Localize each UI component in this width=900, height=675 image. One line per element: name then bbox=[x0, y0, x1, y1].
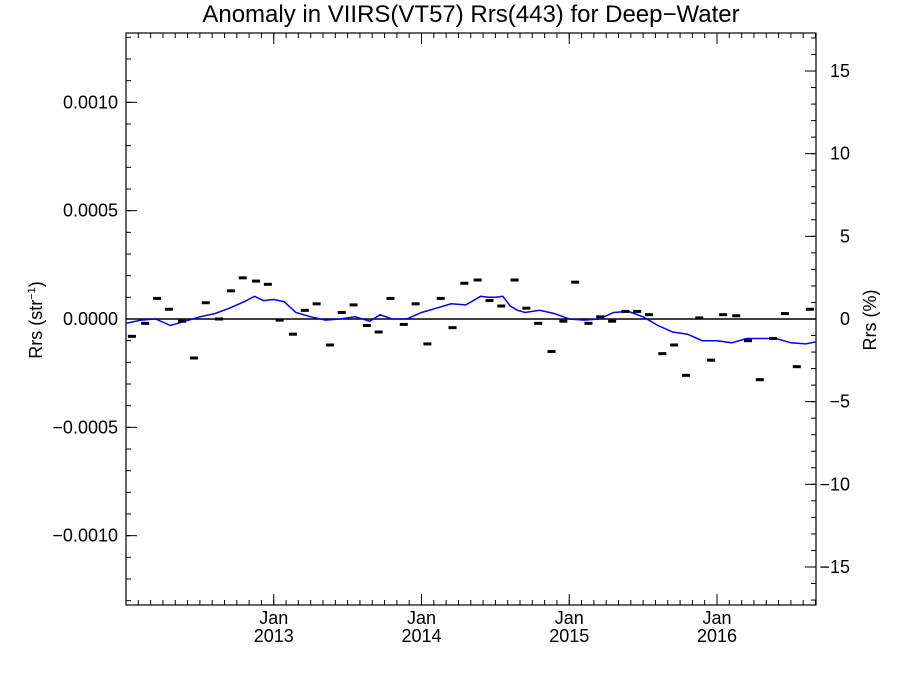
y-axis-label-superscript: −1 bbox=[26, 287, 38, 300]
series-polyline bbox=[125, 295, 817, 345]
left-tick-label: 0.0010 bbox=[63, 92, 118, 112]
right-tick-label: −5 bbox=[829, 392, 850, 412]
left-tick-label: 0.0000 bbox=[63, 309, 118, 329]
x-tick-month-label: Jan bbox=[259, 608, 288, 628]
right-tick-label: 0 bbox=[840, 309, 850, 329]
x-tick-year-label: 2016 bbox=[697, 626, 737, 646]
x-tick-month-label: Jan bbox=[555, 608, 584, 628]
left-tick-label: 0.0005 bbox=[63, 201, 118, 221]
x-tick-year-label: 2013 bbox=[254, 626, 294, 646]
series-line bbox=[125, 295, 817, 345]
left-tick-label: −0.0005 bbox=[52, 417, 118, 437]
left-axis: 0.0010 0.0005 0.0000 −0.0005 −0.0010 bbox=[52, 92, 137, 546]
x-tick-year-label: 2014 bbox=[401, 626, 441, 646]
y-axis-label-close: ) bbox=[26, 281, 46, 287]
left-tick-label: −0.0010 bbox=[52, 526, 118, 546]
chart-title: Anomaly in VIIRS(VT57) Rrs(443) for Deep… bbox=[202, 1, 739, 28]
right-tick-label: 5 bbox=[840, 226, 850, 246]
right-tick-label: −10 bbox=[819, 474, 850, 494]
y-axis-label: Rrs (str−1) bbox=[26, 281, 46, 359]
right-tick-label: 10 bbox=[830, 144, 850, 164]
y2-axis-label: Rrs (%) bbox=[860, 290, 880, 351]
x-tick-month-label: Jan bbox=[702, 608, 731, 628]
series-dashes bbox=[127, 276, 815, 382]
x-tick-month-label: Jan bbox=[407, 608, 436, 628]
right-axis: 15 10 5 0 −5 −10 −15 bbox=[805, 61, 850, 577]
x-tick-year-label: 2015 bbox=[549, 626, 589, 646]
right-tick-label: 15 bbox=[830, 61, 850, 81]
right-tick-label: −15 bbox=[819, 557, 850, 577]
y-axis-label-text: Rrs (str bbox=[26, 300, 46, 359]
